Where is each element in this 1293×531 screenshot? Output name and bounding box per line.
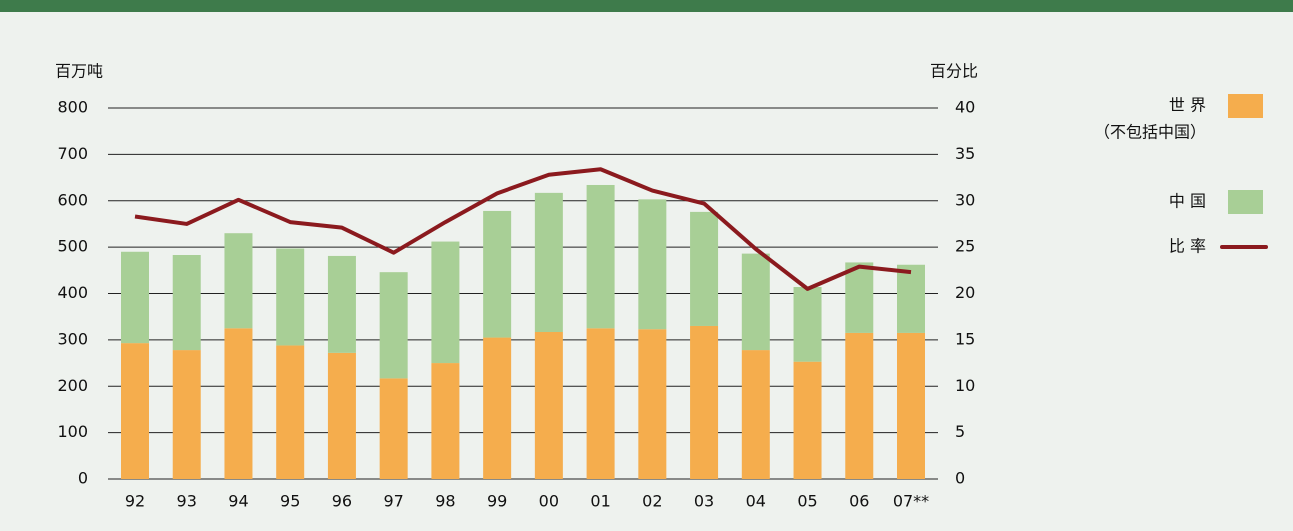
y2-tick-label: 25	[955, 237, 975, 256]
bar	[224, 328, 253, 479]
x-tick-label: 04	[746, 492, 766, 511]
y2-axis-label: 百分比	[930, 62, 978, 81]
legend-swatch	[1228, 94, 1263, 118]
legend-note: （不包括中国）	[1094, 123, 1206, 142]
legend-label: 世 界	[1169, 96, 1206, 115]
bar	[379, 272, 408, 379]
bar	[483, 337, 512, 479]
ratio-line	[134, 167, 912, 291]
legend-label: 中 国	[1169, 192, 1206, 211]
bar	[741, 253, 770, 351]
bar	[690, 211, 719, 326]
bar	[741, 350, 770, 479]
y2-tick-label: 10	[955, 376, 975, 395]
x-tick-label: 92	[125, 492, 145, 511]
bar	[172, 350, 201, 479]
y-tick-label: 300	[57, 329, 88, 348]
bar	[121, 251, 149, 344]
x-tick-label: 03	[694, 492, 714, 511]
bar	[793, 361, 822, 479]
bar	[793, 287, 822, 362]
bar	[379, 378, 408, 479]
y-tick-label: 700	[57, 144, 88, 163]
y2-tick-label: 5	[955, 422, 965, 441]
y-tick-label: 800	[57, 98, 88, 117]
x-tick-label: 00	[539, 492, 559, 511]
x-tick-label: 06	[849, 492, 869, 511]
bar	[897, 264, 925, 333]
legend-swatch	[1228, 190, 1263, 214]
y-tick-label: 0	[78, 469, 88, 488]
x-tick-label: 99	[487, 492, 507, 511]
header-bar	[0, 0, 1293, 12]
bar	[897, 332, 925, 479]
bar	[172, 255, 201, 351]
bar	[431, 363, 460, 479]
x-tick-label: 94	[228, 492, 248, 511]
y2-tick-label: 0	[955, 469, 965, 488]
x-tick-label: 07**	[893, 492, 929, 511]
y-tick-label: 200	[57, 376, 88, 395]
y2-tick-label: 40	[955, 98, 975, 117]
bar	[483, 210, 512, 338]
x-tick-label: 98	[435, 492, 455, 511]
y2-tick-label: 15	[955, 329, 975, 348]
bar	[431, 241, 460, 364]
x-tick-label: 93	[177, 492, 197, 511]
bar	[276, 345, 305, 479]
y-tick-label: 600	[57, 190, 88, 209]
bar	[121, 343, 149, 479]
x-tick-label: 96	[332, 492, 352, 511]
bar	[845, 262, 874, 333]
bar	[690, 325, 719, 479]
x-tick-label: 02	[642, 492, 662, 511]
bar	[327, 352, 356, 479]
bar	[534, 192, 563, 332]
y-tick-label: 500	[57, 237, 88, 256]
bar	[534, 331, 563, 479]
bar	[586, 328, 615, 479]
bar	[327, 255, 356, 353]
bar	[276, 248, 305, 346]
bar	[845, 332, 874, 479]
x-tick-label: 97	[383, 492, 403, 511]
x-tick-label: 01	[590, 492, 610, 511]
y2-tick-label: 30	[955, 190, 975, 209]
bar	[586, 184, 615, 329]
x-tick-label: 05	[797, 492, 817, 511]
y-tick-label: 100	[57, 422, 88, 441]
y2-tick-label: 20	[955, 283, 975, 302]
legend-label: 比 率	[1169, 237, 1206, 256]
bar	[638, 329, 667, 479]
bar	[638, 199, 667, 330]
y2-tick-label: 35	[955, 144, 975, 163]
x-tick-label: 95	[280, 492, 300, 511]
y-axis-label: 百万吨	[55, 62, 103, 81]
bar	[224, 233, 253, 329]
y-tick-label: 400	[57, 283, 88, 302]
